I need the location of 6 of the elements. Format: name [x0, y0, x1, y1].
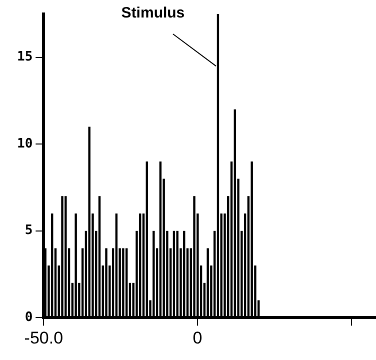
y-tick-label: 5 [24, 223, 33, 238]
y-tick-label: 10 [16, 136, 33, 152]
y-tick-label: 15 [16, 50, 33, 65]
y-tick-label: 0 [24, 310, 33, 325]
x-tick-label: -50.0 [24, 328, 64, 348]
annotation: Stimulus [121, 4, 185, 22]
